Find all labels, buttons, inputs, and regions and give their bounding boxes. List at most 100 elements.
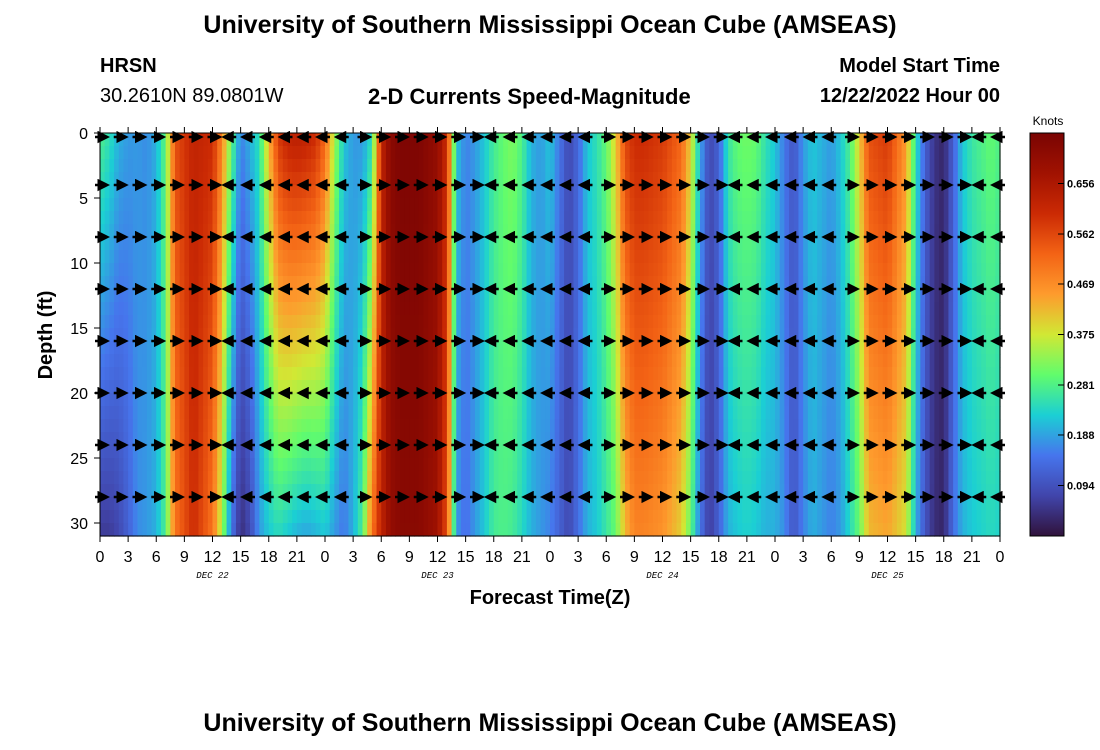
heatmap-cell [137,393,143,407]
heatmap-cell [990,328,996,342]
heatmap-cell [789,133,795,147]
heatmap-cell [423,224,429,238]
heatmap-cell [414,211,420,225]
heatmap-cell [620,224,626,238]
heatmap-cell [807,185,814,199]
heatmap-cell [442,458,448,472]
heatmap-cell [779,211,785,225]
heatmap-cell [400,341,406,355]
heatmap-cell [714,224,720,238]
heatmap-cell [207,289,214,303]
heatmap-cell [625,276,631,290]
heatmap-cell [334,393,340,407]
heatmap-cell [910,380,917,394]
heatmap-cell [376,133,382,147]
heatmap-cell [151,328,157,342]
heatmap-cell [325,367,331,381]
heatmap-cell [507,445,514,459]
heatmap-cell [690,393,696,407]
heatmap-cell [165,198,171,212]
heatmap-cell [728,406,734,420]
heatmap-cell [667,354,673,368]
heatmap-cell [910,146,917,160]
heatmap-cell [700,263,706,277]
heatmap-cell [334,198,340,212]
heatmap-cell [156,458,162,472]
heatmap-cell [873,315,879,329]
heatmap-cell [821,276,828,290]
heatmap-cell [250,198,256,212]
heatmap-cell [367,250,373,264]
heatmap-cell [151,406,157,420]
heatmap-cell [175,445,181,459]
heatmap-cell [709,224,715,238]
heatmap-cell [789,250,795,264]
heatmap-cell [409,367,415,381]
heatmap-cell [343,276,350,290]
heatmap-cell [221,146,228,160]
heatmap-cell [334,341,340,355]
heatmap-cell [685,172,692,186]
heatmap-cell [306,458,312,472]
heatmap-cell [854,172,860,186]
heatmap-cell [779,445,785,459]
heatmap-cell [475,432,481,446]
heatmap-cell [850,367,856,381]
heatmap-cell [203,328,209,342]
heatmap-cell [868,367,875,381]
heatmap-cell [367,432,373,446]
heatmap-cell [189,354,195,368]
heatmap-cell [596,419,603,433]
heatmap-cell [953,380,959,394]
heatmap-cell [545,302,551,316]
heatmap-cell [821,432,828,446]
heatmap-cell [625,263,631,277]
heatmap-cell [531,185,537,199]
heatmap-cell [259,172,265,186]
heatmap-cell [179,328,185,342]
heatmap-cell [540,367,546,381]
heatmap-cell [203,315,209,329]
heatmap-cell [648,172,654,186]
heatmap-cell [784,419,790,433]
heatmap-cell [207,211,214,225]
heatmap-cell [901,302,907,316]
heatmap-cell [451,185,457,199]
heatmap-cell [554,445,560,459]
heatmap-cell [925,315,931,329]
heatmap-cell [648,146,654,160]
heatmap-cell [385,393,392,407]
heatmap-cell [175,133,181,147]
heatmap-cell [667,263,673,277]
heatmap-cell [507,406,514,420]
heatmap-cell [217,367,223,381]
heatmap-cell [967,445,973,459]
heatmap-cell [404,367,410,381]
heatmap-cell [179,354,185,368]
heatmap-cell [934,302,940,316]
heatmap-cell [559,211,565,225]
heatmap-cell [901,315,907,329]
heatmap-cell [404,419,410,433]
heatmap-cell [446,159,453,173]
heatmap-cell [268,341,275,355]
heatmap-cell [362,367,368,381]
heatmap-cell [662,172,668,186]
heatmap-cell [634,224,640,238]
heatmap-cell [503,367,509,381]
heatmap-cell [521,406,528,420]
heatmap-cell [601,367,607,381]
heatmap-cell [878,211,884,225]
heatmap-cell [709,315,715,329]
heatmap-cell [803,445,809,459]
heatmap-cell [568,250,575,264]
heatmap-cell [770,146,776,160]
heatmap-cell [798,133,804,147]
heatmap-cell [732,263,739,277]
heatmap-cell [184,224,190,238]
heatmap-cell [714,237,720,251]
heatmap-cell [835,367,842,381]
heatmap-cell [662,159,668,173]
heatmap-cell [882,445,889,459]
heatmap-cell [620,341,626,355]
